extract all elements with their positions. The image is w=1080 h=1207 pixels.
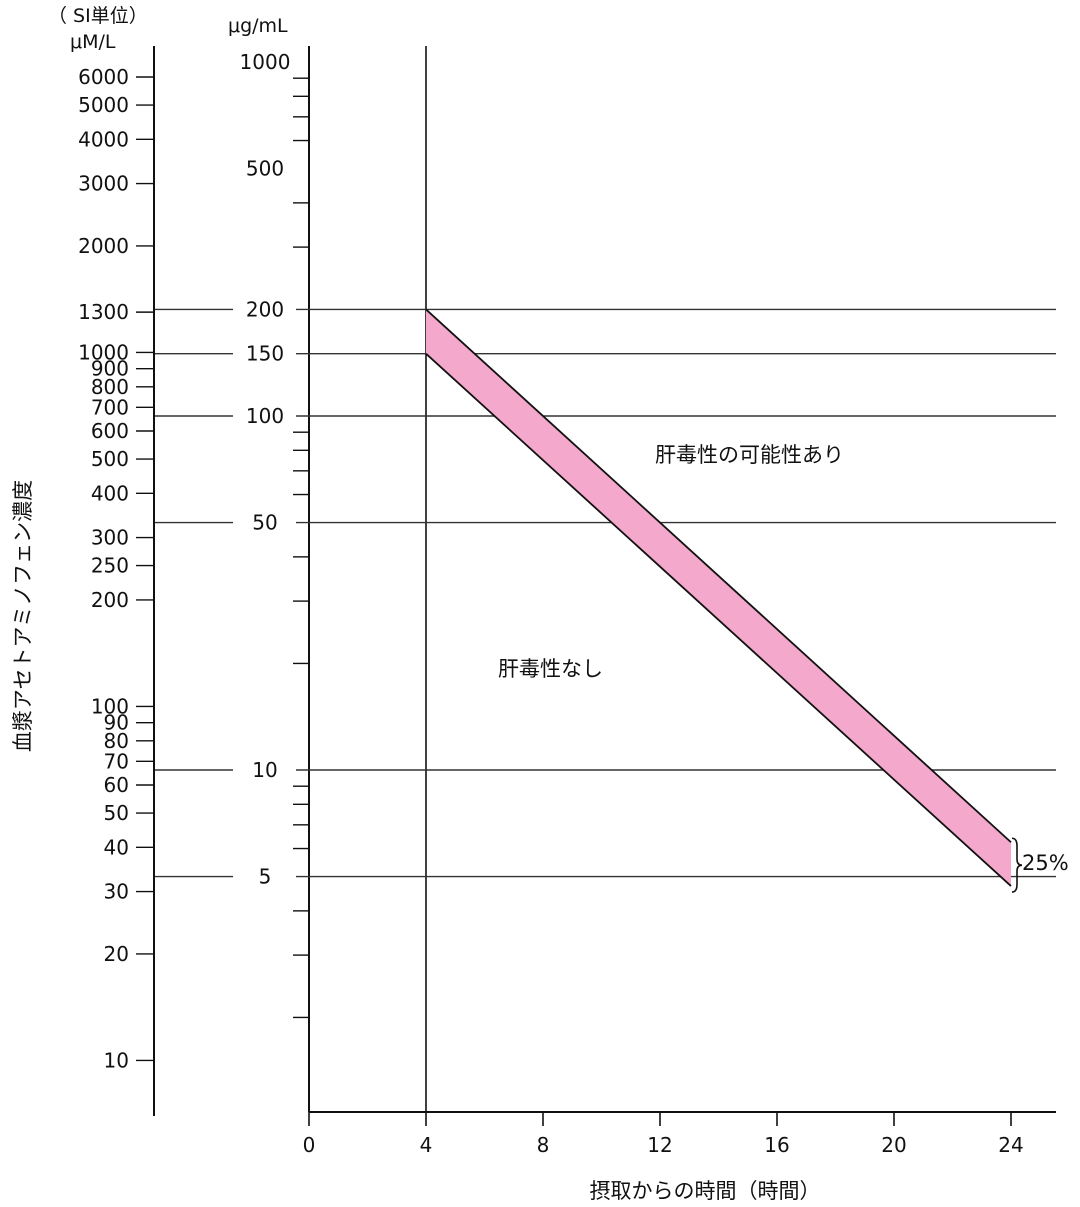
primary-axis-ticks: 1000 500 200 150 100 50 10 5 xyxy=(240,50,291,889)
si-tick-label: 400 xyxy=(91,481,129,505)
si-tick-label: 200 xyxy=(91,588,129,612)
primary-tick-label: 5 xyxy=(259,865,272,889)
si-tick-label: 30 xyxy=(104,880,129,904)
primary-unit: μg/mL xyxy=(228,15,288,37)
series-upper-line xyxy=(425,308,1012,843)
toxic-region-label: 肝毒性の可能性あり xyxy=(655,443,844,467)
x-tick-label: 0 xyxy=(303,1133,316,1157)
si-tick-label: 100 xyxy=(91,694,129,718)
primary-tick-label: 500 xyxy=(246,157,284,181)
x-axis-ticks: 0 4 8 12 16 20 24 xyxy=(303,1112,1024,1157)
x-axis-title: 摂取からの時間（時間） xyxy=(590,1179,821,1203)
si-tick-label: 80 xyxy=(104,729,129,753)
si-tick-label: 6000 xyxy=(78,65,129,89)
si-tick-label: 300 xyxy=(91,526,129,550)
series-lower-line xyxy=(425,352,1012,887)
primary-tick-label: 100 xyxy=(246,404,284,428)
x-tick-label: 8 xyxy=(537,1133,550,1157)
y-axis-title: 血漿アセトアミノフェン濃度 xyxy=(11,480,35,752)
x-tick-label: 24 xyxy=(998,1133,1023,1157)
si-tick-label: 70 xyxy=(104,749,129,773)
si-tick-label: 3000 xyxy=(78,172,129,196)
x-tick-label: 16 xyxy=(764,1133,789,1157)
si-tick-label: 1300 xyxy=(78,300,129,324)
nontoxic-region-label: 肝毒性なし xyxy=(498,657,603,681)
primary-tick-label: 50 xyxy=(252,511,277,535)
si-tick-label: 10 xyxy=(104,1048,129,1072)
si-tick-label: 60 xyxy=(104,773,129,797)
x-tick-label: 20 xyxy=(881,1133,906,1157)
si-tick-label: 20 xyxy=(104,942,129,966)
primary-tick-label: 1000 xyxy=(240,50,291,74)
si-tick-label: 800 xyxy=(91,375,129,399)
band-width-label: 25% xyxy=(1022,851,1069,875)
si-tick-label: 5000 xyxy=(78,93,129,117)
si-tick-label: 4000 xyxy=(78,127,129,151)
si-tick-label: 250 xyxy=(91,554,129,578)
si-unit: μM/L xyxy=(70,31,116,53)
primary-tick-label: 10 xyxy=(252,758,277,782)
x-tick-label: 4 xyxy=(420,1133,433,1157)
si-unit-label: （ SI単位） xyxy=(48,5,148,27)
si-tick-label: 1000 xyxy=(78,340,129,364)
primary-tick-label: 150 xyxy=(246,342,284,366)
si-tick-label: 50 xyxy=(104,801,129,825)
si-tick-label: 500 xyxy=(91,447,129,471)
risk-band xyxy=(426,309,1011,887)
si-tick-label: 900 xyxy=(91,357,129,381)
si-tick-label: 40 xyxy=(104,835,129,859)
si-tick-label: 2000 xyxy=(78,234,129,258)
si-tick-label: 90 xyxy=(104,711,129,735)
si-axis-ticks: 6000 5000 4000 3000 2000 1300 1000900800700600… xyxy=(78,65,154,1072)
band-width-brace xyxy=(1011,837,1023,893)
primary-axis-minor-ticks xyxy=(293,77,309,1019)
x-tick-label: 12 xyxy=(647,1133,672,1157)
si-tick-label: 600 xyxy=(91,419,129,443)
primary-tick-label: 200 xyxy=(246,297,284,321)
si-tick-label: 700 xyxy=(91,395,129,419)
